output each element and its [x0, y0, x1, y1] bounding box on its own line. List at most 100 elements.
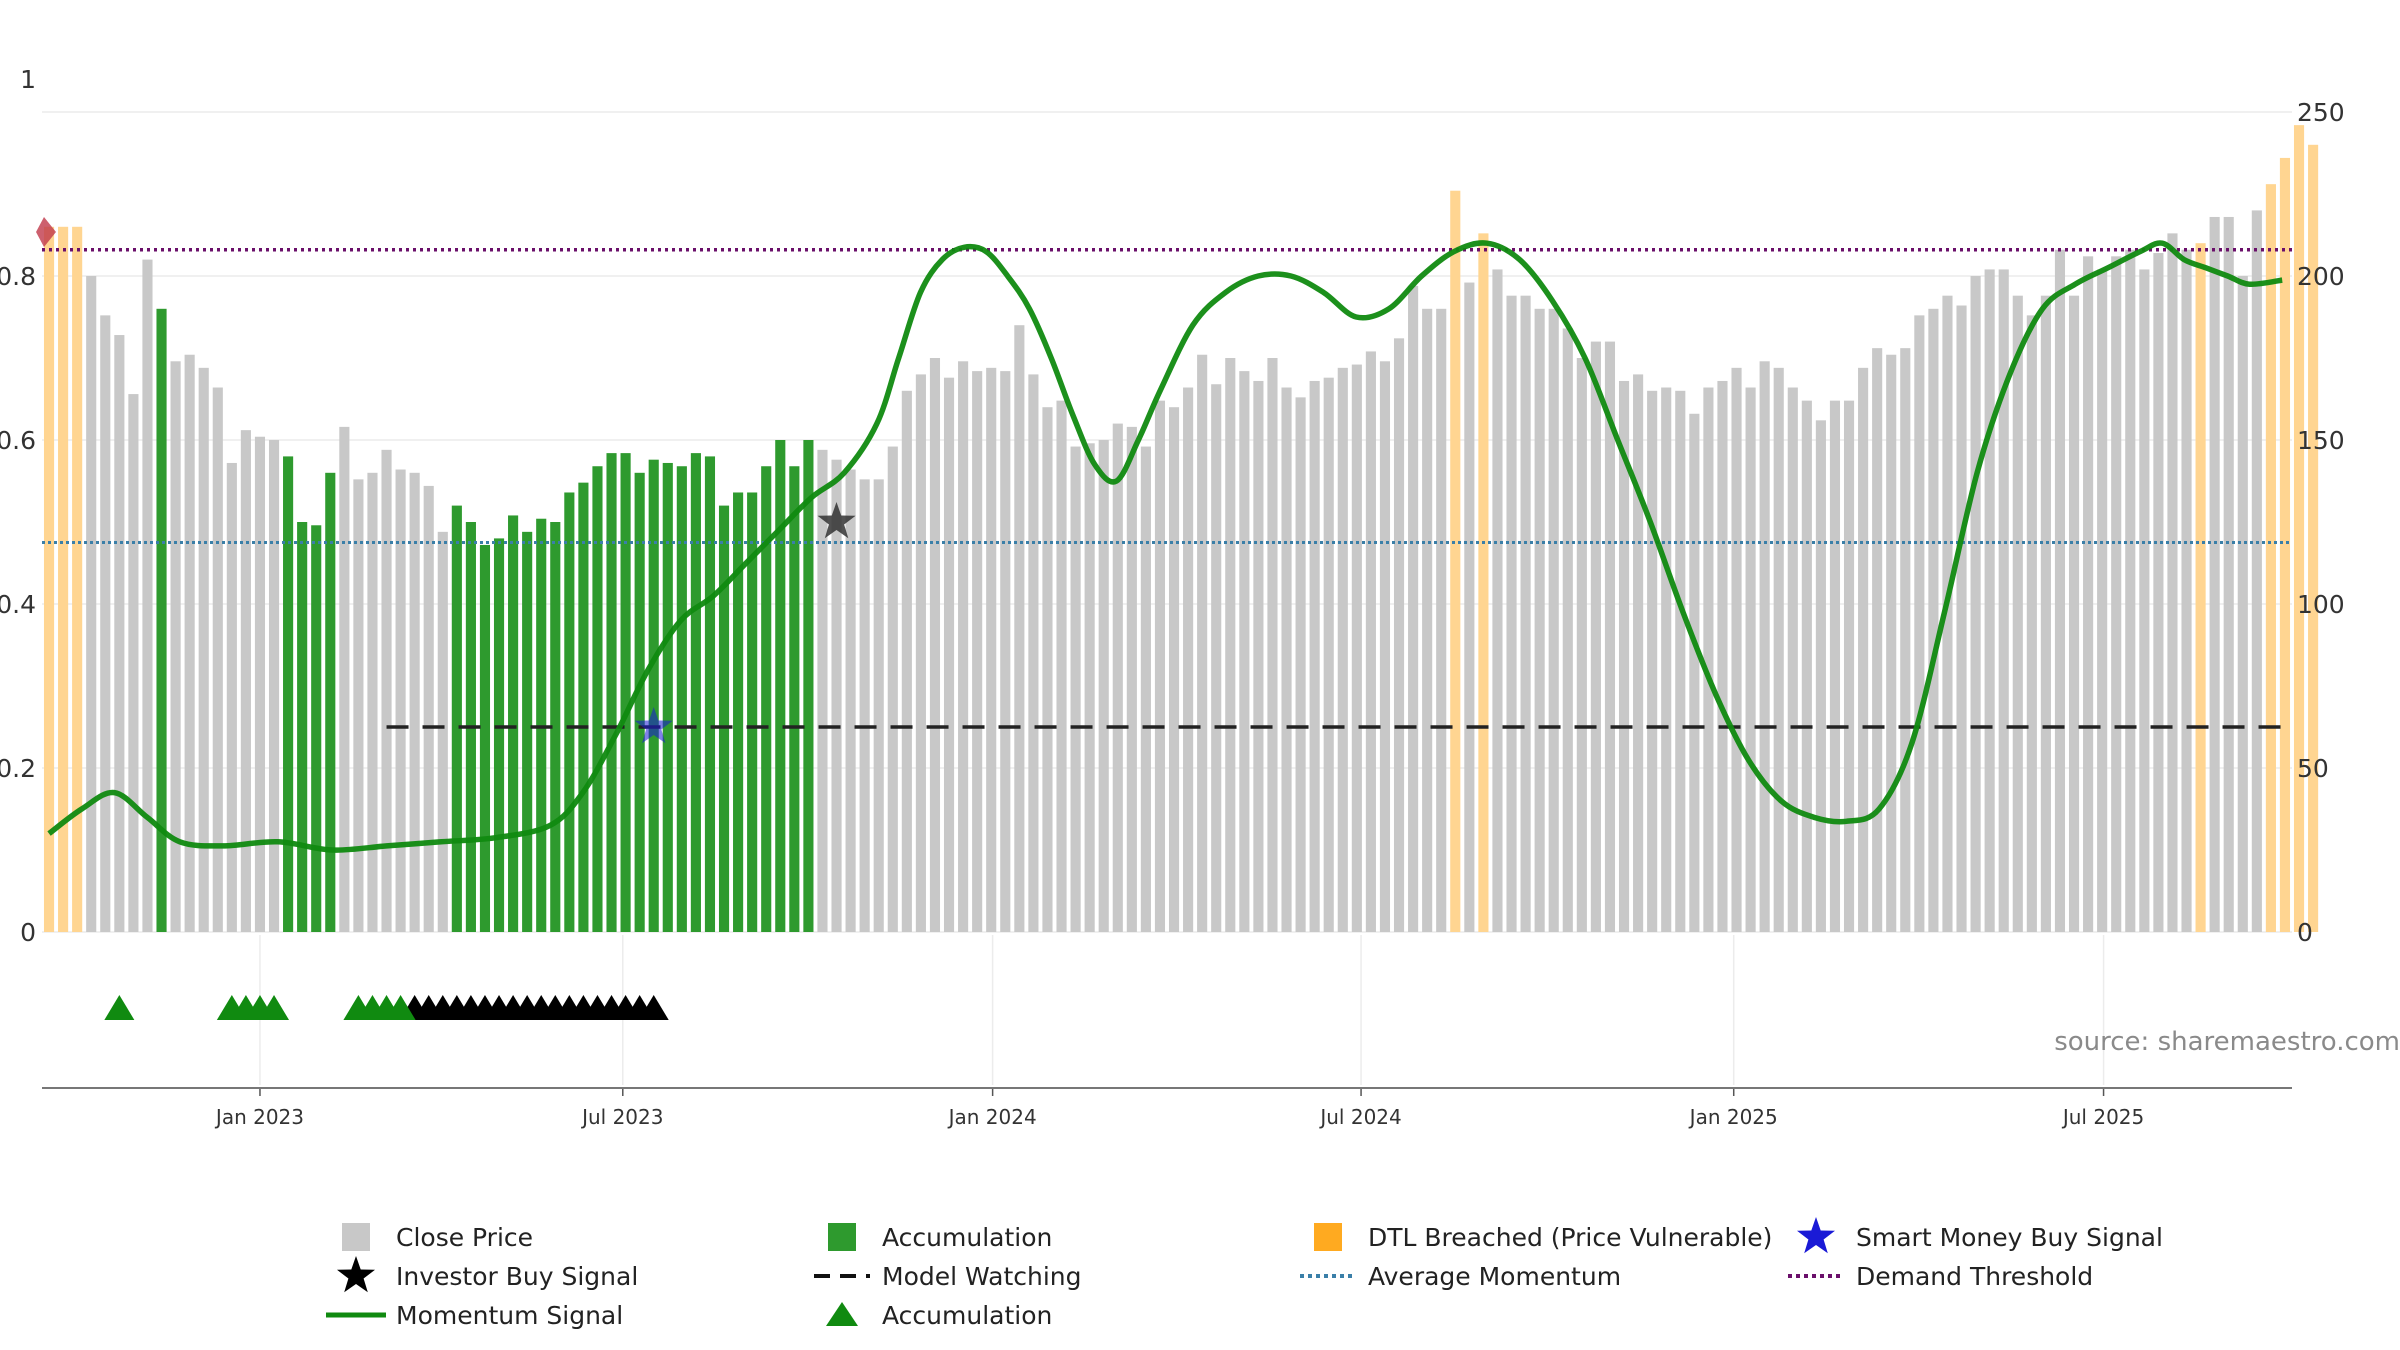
legend-label: Accumulation: [882, 1223, 1052, 1252]
price-bar: [1309, 380, 1320, 933]
price-bar: [1956, 305, 1967, 932]
price-bar: [564, 492, 575, 932]
x-tick-label: Jul 2023: [580, 1105, 663, 1129]
price-bar: [1253, 380, 1264, 933]
price-bar: [339, 426, 350, 932]
price-bar: [550, 522, 561, 932]
price-bar: [2293, 125, 2305, 933]
price-bar: [606, 453, 617, 932]
price-bar: [170, 361, 181, 932]
threshold-start-marker: [36, 217, 56, 247]
price-bar: [43, 226, 55, 933]
signal-markers: [36, 217, 856, 744]
axes: 0 0.2 0.4 0.6 0.8 1 0 50 100 150 200 250 Jan 2023 Jul…: [0, 65, 2345, 1129]
price-bar: [353, 479, 364, 932]
price-bar: [2111, 256, 2122, 932]
price-bar: [761, 466, 772, 932]
price-bar: [1211, 384, 1222, 932]
price-bar: [1759, 361, 1770, 932]
x-tick-label: Jan 2024: [947, 1105, 1037, 1129]
price-bar: [1773, 367, 1784, 933]
price-bar: [831, 459, 842, 932]
price-bar: [409, 472, 420, 932]
accumulation-marker-triangle: [104, 995, 135, 1020]
price-bar: [2308, 144, 2319, 933]
price-bar: [1534, 308, 1545, 932]
price-bar: [1506, 295, 1517, 932]
price-bar: [775, 440, 786, 932]
left-tick-label: 0.4: [0, 590, 36, 619]
price-bar: [2012, 295, 2023, 932]
legend-label: Smart Money Buy Signal: [1856, 1223, 2163, 1252]
price-bar: [845, 469, 856, 932]
price-bar: [929, 358, 941, 932]
price-bar: [1351, 364, 1362, 932]
price-bar: [156, 308, 167, 932]
x-tick-label: Jan 2023: [214, 1105, 304, 1129]
price-bar: [789, 466, 800, 932]
price-bar: [2167, 233, 2178, 933]
price-bar: [1084, 443, 1095, 932]
price-bar: [1886, 354, 1897, 933]
price-bar: [1379, 361, 1391, 932]
price-bar: [873, 479, 884, 932]
price-bar: [1323, 377, 1334, 932]
price-bar: [2279, 157, 2291, 933]
price-bar: [1548, 308, 1559, 932]
price-bar: [1154, 400, 1166, 932]
price-bar: [184, 354, 195, 933]
price-bar: [901, 390, 912, 932]
price-bar: [1393, 338, 1405, 932]
price-bar: [1478, 233, 1489, 933]
price-bar: [2026, 315, 2037, 932]
price-bar: [1829, 400, 1841, 932]
price-bar: [100, 315, 111, 932]
legend-label: Accumulation: [882, 1301, 1052, 1330]
price-bar: [747, 492, 758, 932]
price-bar: [1056, 400, 1067, 932]
price-bar: [1464, 282, 1475, 932]
price-bar: [198, 367, 209, 933]
source-credit: source: sharemaestro.com: [2054, 1027, 2400, 1057]
price-bar: [297, 522, 308, 932]
price-bar: [1168, 407, 1180, 932]
price-bar: [690, 453, 701, 932]
price-bar: [1042, 407, 1053, 932]
price-bar: [1633, 374, 1644, 932]
price-bar: [2195, 243, 2206, 932]
price-bar: [1197, 354, 1208, 933]
price-bar: [2237, 276, 2248, 932]
price-bar: [2153, 253, 2164, 933]
price-bar: [1365, 351, 1376, 932]
price-bar: [268, 440, 280, 932]
left-tick-label: 1: [20, 65, 36, 94]
price-bar: [1492, 269, 1503, 932]
price-bar: [592, 466, 603, 932]
right-tick-label: 250: [2297, 98, 2345, 127]
price-bar: [423, 485, 434, 932]
green-square-icon: [828, 1223, 856, 1251]
price-bar: [1112, 423, 1123, 932]
price-bar: [1000, 371, 1011, 932]
price-bar: [1801, 400, 1812, 932]
price-bar: [1436, 308, 1447, 932]
price-bar: [943, 377, 955, 932]
right-tick-label: 100: [2297, 590, 2345, 619]
price-bar: [1520, 295, 1531, 932]
accumulation-marker-triangle: [385, 995, 416, 1020]
price-bar: [662, 462, 673, 932]
price-bar: [859, 479, 870, 932]
price-bar: [1070, 446, 1081, 932]
price-bar: [2209, 216, 2220, 932]
price-bar: [1675, 390, 1686, 932]
gray-square-icon: [342, 1223, 370, 1251]
price-bar: [1843, 400, 1855, 932]
legend-label: Demand Threshold: [1856, 1262, 2093, 1291]
price-bar: [634, 472, 645, 932]
price-bar: [114, 335, 125, 932]
price-bar: [493, 538, 505, 932]
price-bar: [283, 456, 294, 932]
left-tick-label: 0.8: [0, 262, 36, 291]
price-bar: [1295, 397, 1306, 932]
